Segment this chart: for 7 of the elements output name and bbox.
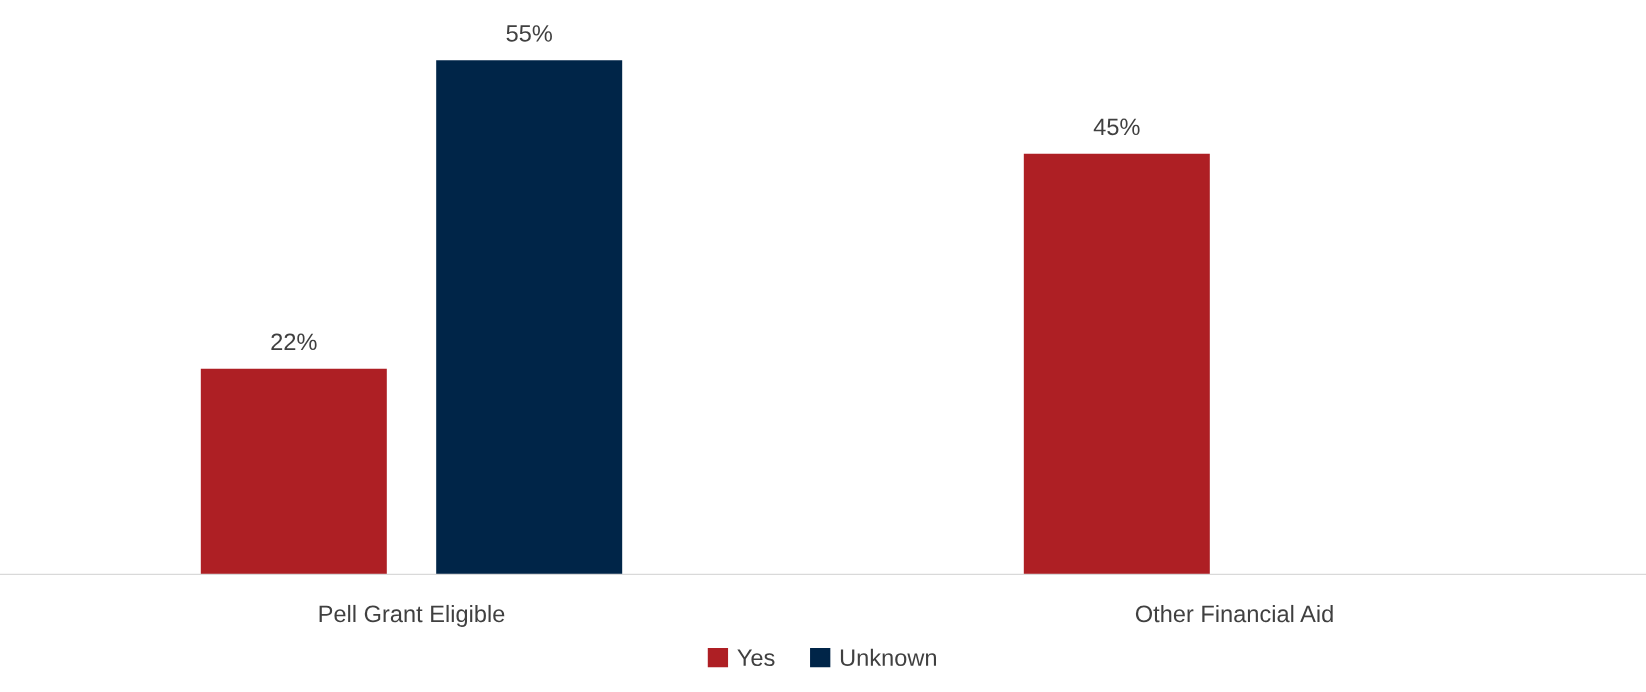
x-tick-label: Pell Grant Eligible: [319, 604, 505, 627]
data-label: 45%: [1093, 118, 1140, 136]
data-label: 55%: [506, 25, 552, 42]
legend-label: Unknown: [840, 648, 936, 667]
legend-label: Yes: [737, 649, 775, 667]
x-tick-label: Other Financial Aid: [1135, 604, 1333, 623]
data-label: 22%: [271, 333, 317, 351]
